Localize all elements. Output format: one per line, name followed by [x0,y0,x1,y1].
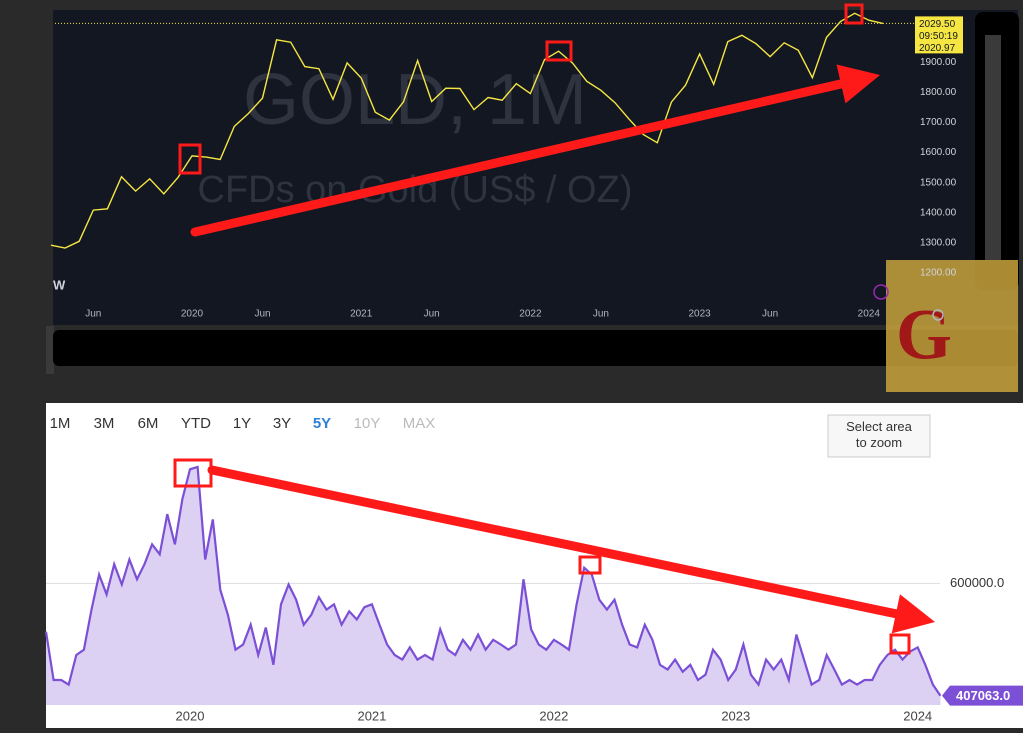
highlight-box [844,3,864,25]
range-button[interactable]: 1M [50,415,71,432]
black-bar [53,330,1018,366]
logo-text: W [53,277,66,292]
range-button[interactable]: 3Y [273,415,291,432]
range-button[interactable]: 5Y [313,415,331,432]
badge-box [886,260,1018,392]
top-chart-panel [53,10,1018,325]
watermark-subtitle: CFDs on Gold (US$ / OZ) [198,169,633,211]
scroll-bar [985,35,1001,260]
x-tick-label: Jun [85,309,101,320]
arrow-shaft [207,465,901,619]
x-tick-label: 2023 [688,309,711,320]
price-marker-label: 407063.0 [956,688,1010,703]
x-tick-label: 2021 [350,309,373,320]
y-tick-label: 1900.00 [920,57,957,68]
y-tick-label: 1400.00 [920,207,957,218]
highlight-box [178,143,202,175]
badge-letter: G [896,295,952,375]
arrow-shaft [190,79,846,237]
y-tick-label: 1700.00 [920,117,957,128]
line [50,12,884,249]
icon [873,284,889,300]
x-tick-label: Jun [593,309,609,320]
watermark-title: GOLD, 1M [243,60,587,140]
x-tick-label: Jun [424,309,440,320]
highlight-box [578,555,602,575]
x-tick-label: 2022 [539,708,568,723]
price-marker-bg [942,685,1023,706]
x-tick-label: 2021 [357,708,386,723]
y-tick-label: 600000.0 [950,575,1004,590]
x-tick-label: 2023 [721,708,750,723]
arrow-head [891,594,935,634]
x-tick-label: Jun [254,309,270,320]
panel-edge [46,326,54,374]
x-tick-label: Jun [762,309,778,320]
y-tick-label: 1300.00 [920,237,957,248]
price-label: 2020.97 [919,43,956,54]
range-button[interactable]: 3M [94,415,115,432]
highlight-box [889,633,911,655]
y-tick-label: 1800.00 [920,87,957,98]
countdown: 09:50:19 [919,31,958,42]
line [44,465,942,697]
price-label-bg [915,16,963,54]
y-tick-label: 1500.00 [920,177,957,188]
zoom-hint-box [827,414,931,458]
x-tick-label: 2024 [903,708,932,723]
price-label: 2029.50 [919,19,956,30]
range-button: 10Y [354,415,381,432]
x-tick-label: 2020 [181,309,204,320]
range-button[interactable]: 6M [138,415,159,432]
range-button[interactable]: 1Y [233,415,251,432]
y-tick-label: 1200.00 [920,268,957,279]
arrow-head [836,64,880,104]
x-tick-label: 2020 [176,708,205,723]
highlight-box [545,40,573,62]
range-button[interactable]: YTD [181,415,211,432]
y-tick-label: 1600.00 [920,147,957,158]
zoom-hint: Select area to zoom [846,419,913,450]
x-tick-label: 2022 [519,309,542,320]
x-tick-label: 2024 [858,309,881,320]
settings-icon[interactable] [932,309,944,321]
range-button: MAX [403,415,436,432]
